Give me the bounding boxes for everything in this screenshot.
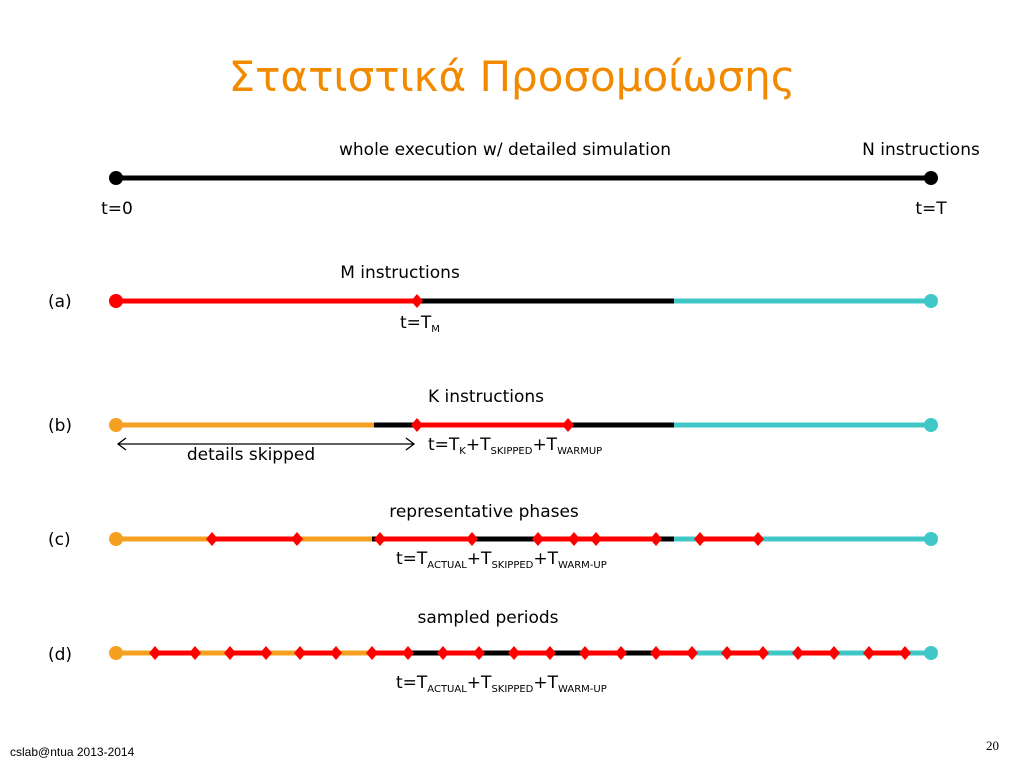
marker-diamond	[466, 532, 478, 546]
marker-diamond	[411, 294, 423, 308]
formula-c: t=TACTUAL+TSKIPPED+TWARM-UP	[396, 549, 607, 571]
formula-part: t=T	[428, 435, 460, 455]
start-dot	[109, 646, 123, 660]
representative-phases-label: representative phases	[389, 502, 579, 522]
end-dot	[924, 646, 938, 660]
end-dot	[924, 532, 938, 546]
marker-diamond	[568, 532, 580, 546]
m-instructions-label: M instructions	[340, 263, 460, 283]
marker-diamond	[828, 646, 840, 660]
formula-subscript: ACTUAL	[427, 684, 467, 695]
marker-diamond	[650, 532, 662, 546]
row-label-b: (b)	[48, 416, 72, 436]
formula-subscript: SKIPPED	[491, 684, 533, 695]
marker-diamond	[224, 646, 236, 660]
marker-diamond	[291, 532, 303, 546]
slide-title: Στατιστικά Προσομοίωσης	[228, 52, 796, 101]
marker-diamond	[686, 646, 698, 660]
formula-subscript: WARM-UP	[558, 684, 607, 695]
marker-diamond	[366, 646, 378, 660]
formula-subscript: K	[459, 446, 466, 457]
marker-diamond	[899, 646, 911, 660]
timeline-d: (d) sampled periods t=TACTUAL+TSKIPPED+T…	[48, 608, 938, 695]
n-instructions-label: N instructions	[862, 140, 980, 160]
k-instructions-label: K instructions	[428, 387, 544, 407]
marker-diamond	[532, 532, 544, 546]
formula-subscript: M	[431, 324, 440, 335]
marker-diamond	[615, 646, 627, 660]
start-dot	[109, 171, 123, 185]
marker-diamond	[473, 646, 485, 660]
t-end-label: t=T	[915, 199, 947, 219]
formula-part: +T	[467, 673, 492, 693]
timeline-a: (a) M instructions t=TM	[48, 263, 938, 335]
marker-diamond	[650, 646, 662, 660]
formula-part: t=T	[400, 313, 432, 333]
marker-diamond	[189, 646, 201, 660]
page-number: 20	[986, 738, 999, 753]
marker-diamond	[694, 532, 706, 546]
row-label-d: (d)	[48, 645, 72, 665]
double-arrow-icon	[116, 437, 416, 451]
details-skipped-label: details skipped	[187, 445, 315, 465]
marker-diamond	[721, 646, 733, 660]
timeline-c: (c) representative phases t=TACTUAL+TSKI…	[48, 502, 938, 571]
formula-subscript: WARMUP	[557, 446, 602, 457]
marker-diamond	[402, 646, 414, 660]
sampled-periods-label: sampled periods	[417, 608, 558, 628]
marker-diamond	[437, 646, 449, 660]
marker-diamond	[508, 646, 520, 660]
start-dot	[109, 418, 123, 432]
marker-diamond	[752, 532, 764, 546]
marker-diamond	[579, 646, 591, 660]
start-dot	[109, 532, 123, 546]
end-dot	[924, 294, 938, 308]
marker-diamond	[149, 646, 161, 660]
formula-part: +T	[533, 549, 558, 569]
marker-diamond	[260, 646, 272, 660]
marker-diamond	[792, 646, 804, 660]
formula-d: t=TACTUAL+TSKIPPED+TWARM-UP	[396, 673, 607, 695]
formula-part: t=T	[396, 673, 428, 693]
marker-diamond	[411, 418, 423, 432]
row-label-c: (c)	[48, 530, 71, 550]
marker-diamond	[330, 646, 342, 660]
marker-diamond	[757, 646, 769, 660]
end-dot	[924, 418, 938, 432]
formula-a: t=TM	[400, 313, 440, 335]
marker-diamond	[374, 532, 386, 546]
marker-diamond	[863, 646, 875, 660]
formula-subscript: SKIPPED	[491, 560, 533, 571]
timeline-whole: whole execution w/ detailed simulation N…	[101, 140, 980, 219]
formula-part: t=T	[396, 549, 428, 569]
formula-subscript: SKIPPED	[491, 446, 533, 457]
formula-part: +T	[467, 549, 492, 569]
start-dot	[109, 294, 123, 308]
marker-diamond	[590, 532, 602, 546]
formula-subscript: ACTUAL	[427, 560, 467, 571]
footer-text: cslab@ntua 2013-2014	[10, 745, 135, 759]
row-label-a: (a)	[48, 292, 72, 312]
t-zero-label: t=0	[101, 199, 133, 219]
formula-part: +T	[533, 673, 558, 693]
marker-diamond	[294, 646, 306, 660]
formula-part: +T	[532, 435, 557, 455]
timeline-b: (b) K instructions details skipped t=TK+…	[48, 387, 938, 465]
formula-subscript: WARM-UP	[558, 560, 607, 571]
formula-b: t=TK+TSKIPPED+TWARMUP	[428, 435, 602, 457]
marker-diamond	[544, 646, 556, 660]
end-dot	[924, 171, 938, 185]
whole-execution-label: whole execution w/ detailed simulation	[339, 140, 671, 160]
marker-diamond	[206, 532, 218, 546]
formula-part: +T	[466, 435, 491, 455]
marker-diamond	[562, 418, 574, 432]
